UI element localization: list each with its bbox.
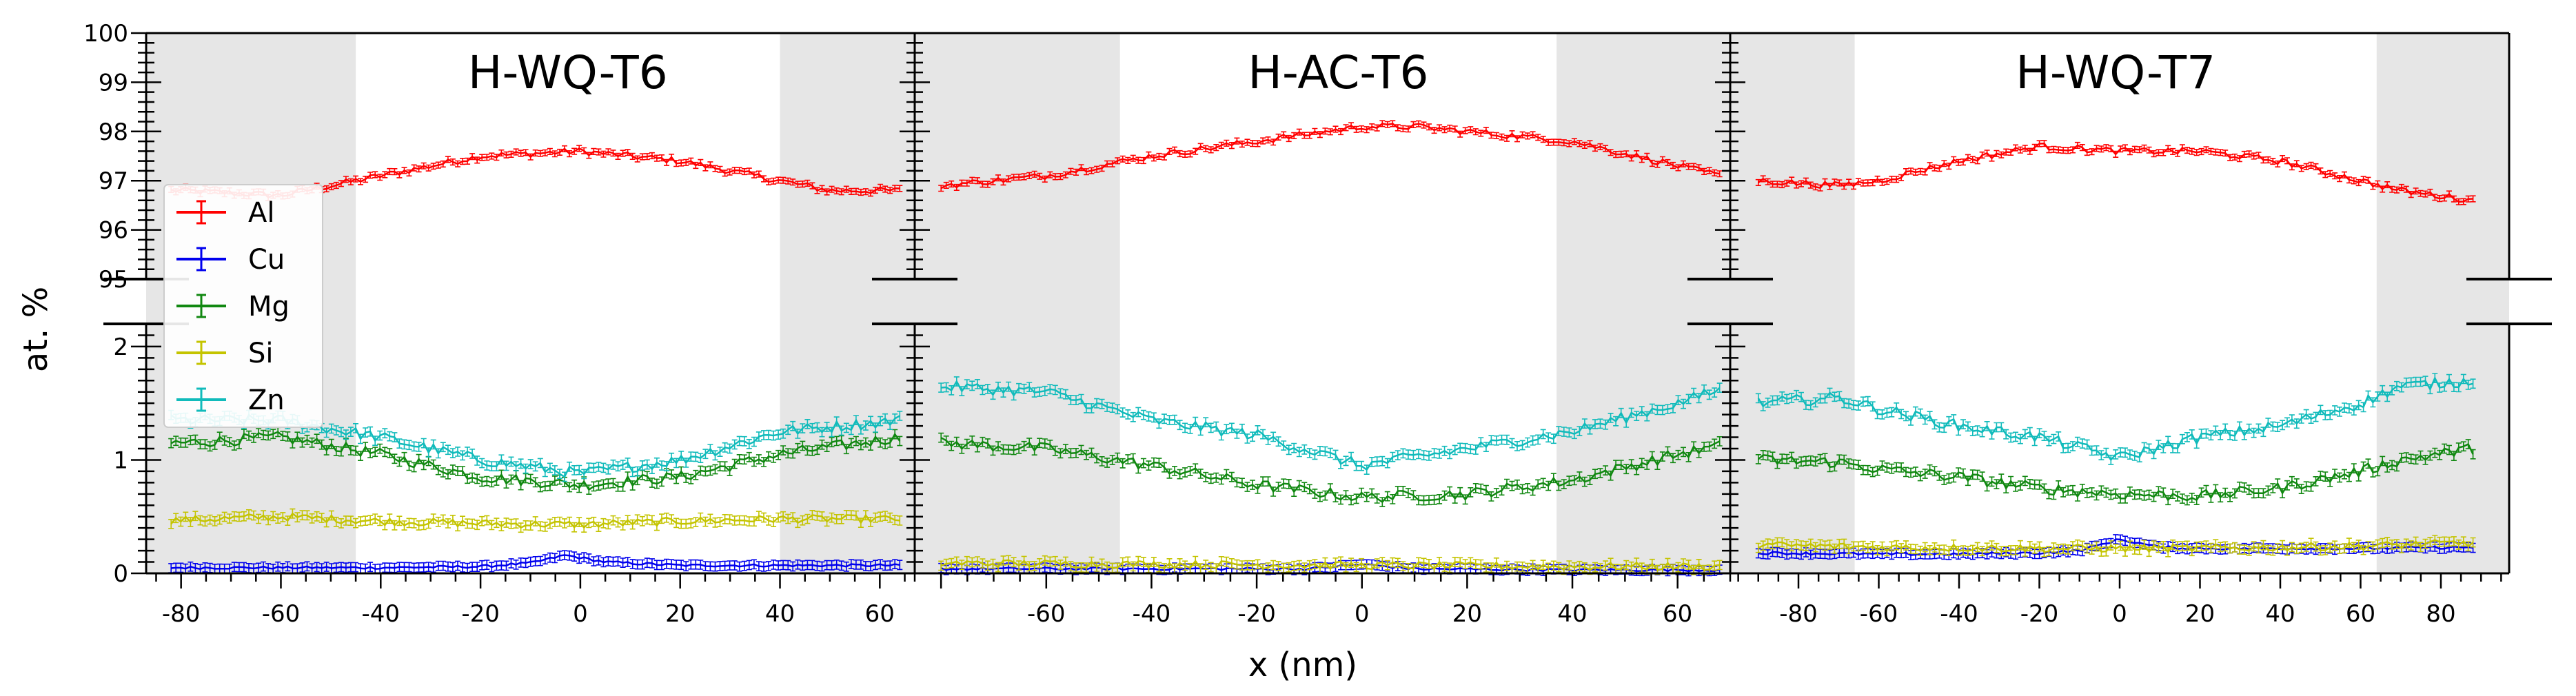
legend-box bbox=[163, 184, 323, 428]
series-mg bbox=[168, 427, 903, 495]
error-bars-zn bbox=[1755, 373, 2476, 465]
panel-1: H-AC-T6 bbox=[915, 33, 1730, 577]
panel-title: H-WQ-T6 bbox=[468, 46, 668, 99]
series-mg bbox=[938, 432, 1723, 507]
series-al bbox=[1755, 140, 2476, 205]
x-tick-label: 20 bbox=[665, 600, 695, 628]
series-zn bbox=[938, 376, 1723, 475]
y-axis-title: at. % bbox=[17, 287, 55, 372]
y-tick-label: 2 bbox=[113, 334, 128, 361]
y-tick-label: 97 bbox=[99, 167, 128, 195]
y-tick-label: 0 bbox=[113, 560, 128, 588]
legend-label-al: Al bbox=[248, 197, 274, 229]
error-bars-mg bbox=[168, 427, 903, 495]
x-tick-label: 0 bbox=[573, 600, 588, 628]
x-tick-label: 80 bbox=[2426, 600, 2455, 628]
x-tick-label: -60 bbox=[1860, 600, 1898, 628]
x-tick-label: 40 bbox=[765, 600, 795, 628]
legend-label-si: Si bbox=[248, 338, 274, 369]
x-tick-label: -20 bbox=[461, 600, 500, 628]
x-tick-label: 60 bbox=[2346, 600, 2375, 628]
shaded-region bbox=[1556, 33, 1730, 573]
error-bars-mg bbox=[938, 432, 1723, 507]
x-tick-label: -40 bbox=[1940, 600, 1978, 628]
y-tick-label: 1 bbox=[113, 447, 128, 474]
panel-title: H-WQ-T7 bbox=[2016, 46, 2215, 99]
x-tick-label: 40 bbox=[1557, 600, 1587, 628]
series-si bbox=[1755, 535, 2476, 557]
x-tick-label: 40 bbox=[2265, 600, 2295, 628]
x-tick-label: 60 bbox=[865, 600, 895, 628]
series-al bbox=[938, 120, 1723, 192]
shaded-region bbox=[780, 33, 915, 573]
shaded-region bbox=[1730, 33, 1855, 573]
y-tick-label: 95 bbox=[99, 266, 128, 294]
series-mg bbox=[1755, 439, 2476, 506]
error-bars-si bbox=[168, 508, 903, 533]
x-tick-label: -20 bbox=[1237, 600, 1276, 628]
shaded-region bbox=[2376, 33, 2509, 573]
error-bars-mg bbox=[1755, 439, 2476, 506]
series-si bbox=[168, 508, 903, 533]
x-tick-label: -80 bbox=[1779, 600, 1818, 628]
x-tick-label: 0 bbox=[2112, 600, 2127, 628]
legend-label-cu: Cu bbox=[248, 244, 285, 276]
shaded-region bbox=[915, 33, 1120, 573]
panel-title: H-AC-T6 bbox=[1248, 46, 1428, 99]
error-bars-zn bbox=[938, 376, 1723, 475]
x-tick-label: 20 bbox=[2185, 600, 2215, 628]
x-axis-title: x (nm) bbox=[1248, 646, 1357, 684]
x-tick-label: 0 bbox=[1355, 600, 1370, 628]
x-tick-label: -40 bbox=[362, 600, 400, 628]
legend-label-mg: Mg bbox=[248, 291, 290, 323]
panel-2: H-WQ-T7 bbox=[1730, 33, 2509, 573]
y-tick-label: 98 bbox=[99, 119, 128, 146]
legend-label-zn: Zn bbox=[248, 385, 285, 416]
error-bars-al bbox=[1755, 140, 2476, 205]
error-bars-si bbox=[1755, 535, 2476, 557]
x-tick-label: -20 bbox=[2020, 600, 2059, 628]
x-tick-label: 60 bbox=[1663, 600, 1692, 628]
x-tick-label: 20 bbox=[1452, 600, 1482, 628]
error-bars-al bbox=[938, 120, 1723, 192]
axes-layer: -80 -60 -40 -20 0 20 40 60 -60 -40 -20 0 20 40 60 -80 -6… bbox=[83, 20, 2552, 628]
x-tick-label: -60 bbox=[262, 600, 301, 628]
x-tick-label: -40 bbox=[1133, 600, 1171, 628]
y-tick-label: 100 bbox=[83, 20, 128, 48]
y-tick-label: 96 bbox=[99, 217, 128, 245]
panels-layer: H-WQ-T6 H-AC-T6 H-WQ-T7 bbox=[146, 33, 2509, 577]
legend-layer: Al Cu Mg Si Zn bbox=[163, 184, 323, 428]
series-line-zn bbox=[1757, 376, 2473, 462]
x-tick-label: -60 bbox=[1027, 600, 1066, 628]
y-tick-label: 99 bbox=[99, 69, 128, 96]
series-zn bbox=[1755, 373, 2476, 465]
x-tick-label: -80 bbox=[162, 600, 201, 628]
